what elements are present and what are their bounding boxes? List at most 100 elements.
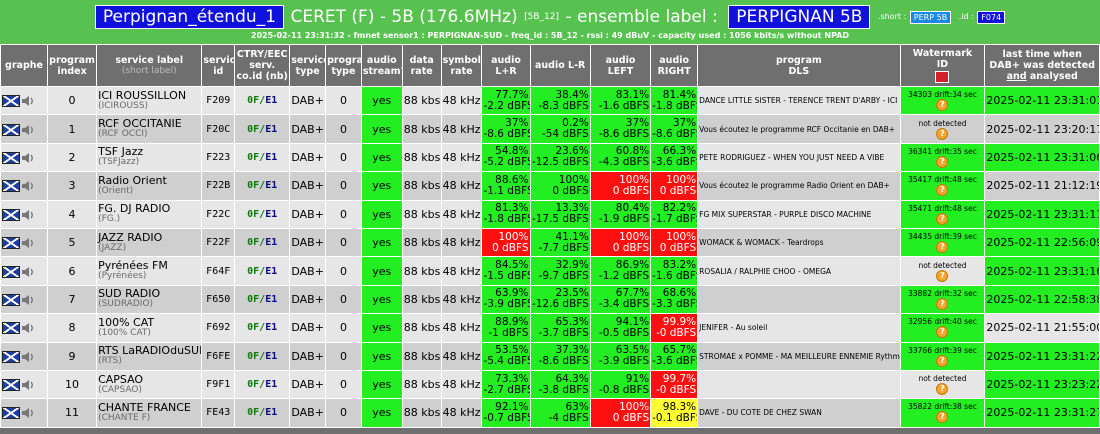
graph-flag-icon[interactable] <box>2 265 20 278</box>
last-detected-time: 2025-02-11 21:12:19 <box>984 171 1100 201</box>
audio-lr-minus-level: 13.3% -17.5 dBFS <box>529 199 591 229</box>
service-short-label: (RCF OCCI) <box>98 129 148 140</box>
graph-flag-icon[interactable] <box>2 151 20 164</box>
symbol-rate: 48 kHz <box>440 171 483 201</box>
speaker-icon[interactable] <box>21 294 35 306</box>
audio-right-level: 81.4% -1.8 dBFS <box>650 85 699 116</box>
audio-right-level: 66.3% -3.6 dBFS <box>650 142 699 173</box>
watermark-info-icon[interactable]: ? <box>936 411 949 424</box>
country-code: 0F <box>247 293 260 305</box>
graph-flag-icon[interactable] <box>2 293 20 306</box>
graph-flag-icon[interactable] <box>2 180 20 193</box>
ctry-ecc-cell: 0F/E1 <box>234 171 291 201</box>
audio-right-level-percent: 66.3% <box>662 145 697 158</box>
watermark-info-icon[interactable]: ? <box>936 155 949 168</box>
ecc-code: E1 <box>265 293 278 305</box>
graph-flag-icon[interactable] <box>2 208 20 221</box>
header-program-text: program <box>775 54 822 66</box>
graph-flag-icon[interactable] <box>2 379 20 392</box>
speaker-icon[interactable] <box>21 351 35 363</box>
audio-right-level: 98.3% -0.1 dBFS <box>650 398 699 428</box>
header-watermark-text: Watermark <box>912 48 973 59</box>
graph-flag-icon[interactable] <box>2 123 20 136</box>
audio-right-level-percent: 100% <box>666 173 697 186</box>
last-detected-time: 2025-02-11 23:31:16 <box>984 256 1100 286</box>
program-dls-text: FG MIX SUPERSTAR - PURPLE DISCO MACHINE <box>697 199 901 229</box>
watermark-info-icon[interactable]: ? <box>936 383 949 396</box>
speaker-icon[interactable] <box>21 322 35 334</box>
header-last-time-line2: DAB+ was detected <box>989 60 1095 71</box>
data-rate: 88 kbs <box>401 341 442 371</box>
last-detected-time: 2025-02-11 23:31:06 <box>984 142 1100 173</box>
watermark-info-icon[interactable]: ? <box>936 184 949 197</box>
audio-left-level: 80.4% -1.9 dBFS <box>589 199 652 229</box>
watermark-info-icon[interactable]: ? <box>936 354 949 367</box>
speaker-icon[interactable] <box>21 266 35 278</box>
header-ctry: CTRY/EEC serv. co.id (nb) <box>234 44 291 87</box>
watermark-cell: 33766 drift:39 sec? <box>899 341 986 371</box>
watermark-info-icon[interactable]: ? <box>936 212 949 225</box>
header-program-dls: program DLS <box>697 44 901 87</box>
speaker-icon[interactable] <box>21 152 35 164</box>
speaker-icon[interactable] <box>21 407 35 419</box>
audio-lr-minus-level: 41.1% -7.7 dBFS <box>529 227 591 258</box>
graph-flag-icon[interactable] <box>2 95 20 108</box>
program-dls-text <box>697 369 901 400</box>
watermark-logo-icon[interactable] <box>935 71 950 83</box>
watermark-info-icon[interactable]: ? <box>936 269 949 282</box>
watermark-info-icon[interactable]: ? <box>936 127 949 140</box>
audio-lr-plus-level: 77.7% -2.2 dBFS <box>481 85 531 116</box>
audio-lr-plus-level-dbfs: -2.2 dBFS <box>483 99 531 112</box>
audio-lr-minus-level-dbfs: -4 dBFS <box>548 411 589 424</box>
audio-lr-minus-level-percent: 32.9% <box>555 259 589 272</box>
watermark-info-icon[interactable]: ? <box>936 99 949 112</box>
audio-lr-minus-level-percent: 41.1% <box>555 230 589 243</box>
watermark-id-text: not detected <box>918 260 967 270</box>
program-index: 5 <box>47 227 98 258</box>
speaker-icon[interactable] <box>21 180 35 192</box>
watermark-info-icon[interactable]: ? <box>936 297 949 310</box>
speaker-icon[interactable] <box>21 124 35 136</box>
speaker-icon[interactable] <box>21 379 35 391</box>
watermark-id-text: not detected <box>918 374 967 384</box>
audio-left-level-percent: 67.7% <box>615 287 650 300</box>
graph-flag-icon[interactable] <box>2 237 20 250</box>
ctry-ecc-cell: 0F/E1 <box>234 85 291 116</box>
sensor-status-line: 2025-02-11 23:31:32 - fmnet sensor1 : PE… <box>250 31 850 40</box>
table-row: 3 Radio Orient (Orient) F22B 0F/E1 DAB+ 0 yes 88… <box>0 171 1100 201</box>
watermark-info-icon[interactable]: ? <box>936 326 949 339</box>
audio-lr-plus-level: 92.1% -0.7 dBFS <box>481 398 531 428</box>
watermark-cell: not detected? <box>899 256 986 286</box>
audio-lr-plus-level: 37% -8.6 dBFS <box>481 114 531 144</box>
program-dls-text: Vous écoutez le programme Radio Orient e… <box>697 171 901 201</box>
speaker-icon[interactable] <box>21 95 35 107</box>
service-id: F692 <box>201 313 236 343</box>
graph-cell <box>0 313 49 343</box>
service-short-label: (RTS) <box>98 356 122 367</box>
watermark-info-icon[interactable]: ? <box>936 241 949 254</box>
speaker-icon[interactable] <box>21 209 35 221</box>
graph-flag-icon[interactable] <box>2 407 20 420</box>
data-rate: 88 kbs <box>401 313 442 343</box>
audio-right-level: 83.2% -1.6 dBFS <box>650 256 699 286</box>
audio-right-level: 100% 0 dBFS <box>650 171 699 201</box>
ctry-ecc-cell: 0F/E1 <box>234 256 291 286</box>
audio-left-level: 83.1% -1.6 dBFS <box>589 85 652 116</box>
graph-cell <box>0 114 49 144</box>
header-audio-lr-minus: audio L-R <box>529 44 591 87</box>
service-id: F22F <box>201 227 236 258</box>
watermark-cell: 32956 drift:40 sec? <box>899 313 986 343</box>
graph-cell <box>0 171 49 201</box>
audio-lr-plus-level-dbfs: -8.6 dBFS <box>483 128 531 141</box>
ecc-code: E1 <box>265 208 278 220</box>
data-rate: 88 kbs <box>401 114 442 144</box>
graph-flag-icon[interactable] <box>2 350 20 363</box>
audio-right-level-percent: 83.2% <box>662 259 697 272</box>
graph-flag-icon[interactable] <box>2 322 20 335</box>
audio-lr-plus-level-dbfs: -2.7 dBFS <box>483 383 531 396</box>
speaker-icon[interactable] <box>21 237 35 249</box>
service-label-cell: CAPSAO (CAPSAO) <box>96 369 203 400</box>
table-row: 5 JAZZ RADIO (JAZZ) F22F 0F/E1 DAB+ 0 yes 88 kbs… <box>0 227 1100 258</box>
header-audio-right: audio RIGHT <box>650 44 699 87</box>
country-code: 0F <box>247 237 260 249</box>
